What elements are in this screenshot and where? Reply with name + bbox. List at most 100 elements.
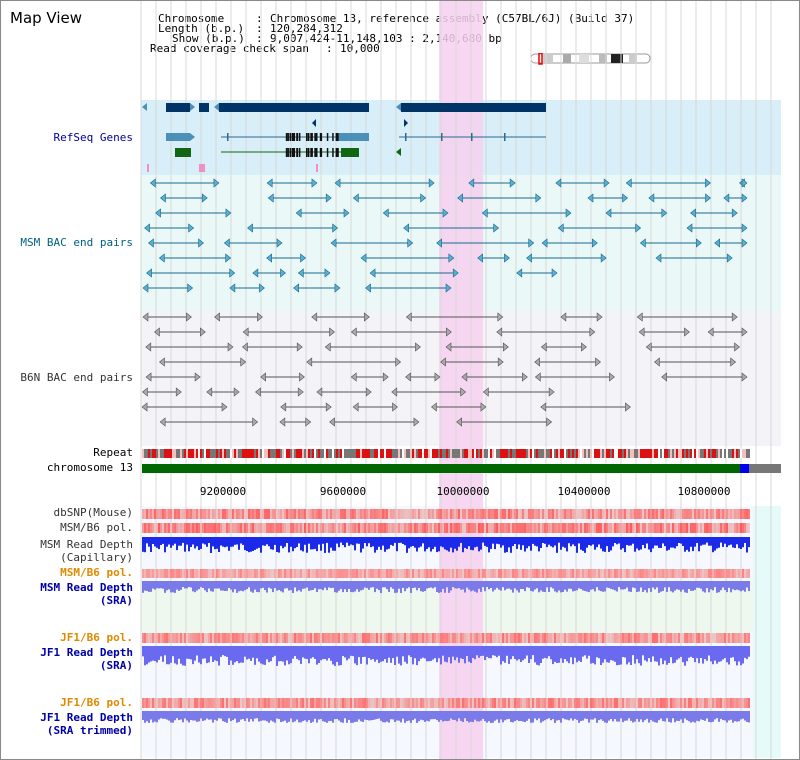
heat-cell: [520, 698, 522, 708]
repeat-block: [432, 449, 434, 458]
track-label-jf1-depth-trim[interactable]: JF1 Read Depth: [40, 711, 133, 724]
selection-highlight[interactable]: [439, 1, 483, 759]
depth-bar: [198, 581, 200, 590]
repeat-block: [670, 449, 672, 458]
repeat-block: [152, 449, 154, 458]
heat-cell: [440, 509, 442, 519]
track-label-dbsnp[interactable]: dbSNP(Mouse): [53, 506, 133, 519]
bac-end-marker: [741, 223, 748, 233]
depth-bar: [620, 711, 622, 719]
depth-bar: [352, 537, 354, 546]
heat-cell: [380, 569, 382, 578]
bac-end-marker: [391, 387, 398, 397]
heat-cell: [448, 698, 450, 708]
heat-cell: [432, 633, 434, 643]
depth-bar: [508, 646, 510, 664]
depth-bar: [152, 537, 154, 544]
heat-cell: [304, 698, 306, 708]
depth-bar: [432, 646, 434, 660]
depth-bar: [294, 537, 296, 549]
depth-bar: [362, 711, 364, 722]
track-label-b6n-bac[interactable]: B6N BAC end pairs: [20, 371, 133, 384]
depth-bar: [154, 581, 156, 590]
heat-cell: [370, 509, 372, 519]
track-label-jf1-b6-pol[interactable]: JF1/B6 pol.: [60, 631, 133, 644]
heat-cell: [464, 509, 466, 519]
depth-bar: [324, 646, 326, 659]
heat-cell: [470, 633, 472, 643]
depth-bar: [448, 711, 450, 721]
repeat-block: [528, 449, 530, 458]
heat-cell: [244, 523, 246, 533]
track-label-msm-b6-pol[interactable]: MSM/B6 pol.: [60, 521, 133, 534]
depth-bar: [694, 581, 696, 590]
heat-cell: [634, 569, 636, 578]
repeat-block: [546, 449, 548, 458]
heat-cell: [412, 569, 414, 578]
depth-bar: [228, 711, 230, 719]
heat-cell: [726, 633, 728, 643]
heat-cell: [514, 569, 516, 578]
heat-cell: [530, 523, 532, 533]
heat-cell: [222, 698, 224, 708]
depth-bar: [210, 581, 212, 592]
depth-bar: [368, 646, 370, 658]
heat-cell: [314, 569, 316, 578]
depth-bar: [658, 581, 660, 593]
depth-bar: [180, 581, 182, 590]
depth-bar: [406, 581, 408, 589]
repeat-block: [734, 449, 736, 458]
heat-cell: [274, 523, 276, 533]
depth-bar: [534, 537, 536, 546]
heat-cell: [310, 633, 312, 643]
depth-bar: [186, 646, 188, 659]
depth-bar: [458, 581, 460, 588]
heat-cell: [210, 569, 212, 578]
depth-bar: [422, 711, 424, 721]
heat-cell: [266, 523, 268, 533]
heat-cell: [228, 569, 230, 578]
depth-bar: [354, 537, 356, 551]
heat-cell: [710, 633, 712, 643]
depth-bar: [174, 711, 176, 721]
repeat-block: [624, 449, 626, 458]
heat-cell: [368, 569, 370, 578]
depth-bar: [498, 581, 500, 590]
depth-bar: [480, 581, 482, 592]
track-label-msm-depth-cap[interactable]: MSM Read Depth: [40, 538, 133, 551]
track-label-msm-b6-pol-2[interactable]: MSM/B6 pol.: [60, 566, 133, 579]
bac-end-marker: [493, 223, 500, 233]
bac-end-marker: [639, 238, 646, 248]
heat-cell: [562, 698, 564, 708]
heat-cell: [270, 509, 272, 519]
depth-bar: [474, 646, 476, 660]
repeat-block: [412, 449, 414, 458]
repeat-block: [652, 449, 654, 458]
heat-cell: [436, 698, 438, 708]
depth-bar: [242, 581, 244, 592]
depth-bar: [314, 711, 316, 719]
depth-bar: [326, 537, 328, 543]
depth-bar: [674, 537, 676, 549]
track-label-msm-depth-sra[interactable]: MSM Read Depth: [40, 581, 133, 594]
repeat-block: [332, 449, 334, 458]
heat-cell: [416, 523, 418, 533]
repeat-block: [438, 449, 440, 458]
track-label-jf1-b6-pol-2[interactable]: JF1/B6 pol.: [60, 696, 133, 709]
heat-cell: [454, 569, 456, 578]
track-label-refseq[interactable]: RefSeq Genes: [53, 131, 133, 144]
exon-mark: [293, 133, 296, 141]
heat-cell: [416, 569, 418, 578]
heat-cell: [452, 633, 454, 643]
depth-bar: [490, 537, 492, 549]
depth-bar: [732, 711, 734, 723]
heat-cell: [476, 569, 478, 578]
depth-bar: [382, 646, 384, 662]
repeat-block: [204, 449, 206, 458]
track-label-msm-bac[interactable]: MSM BAC end pairs: [20, 236, 133, 249]
depth-bar: [602, 537, 604, 552]
track-label-jf1-depth-sra[interactable]: JF1 Read Depth: [40, 646, 133, 659]
depth-bar: [662, 646, 664, 665]
